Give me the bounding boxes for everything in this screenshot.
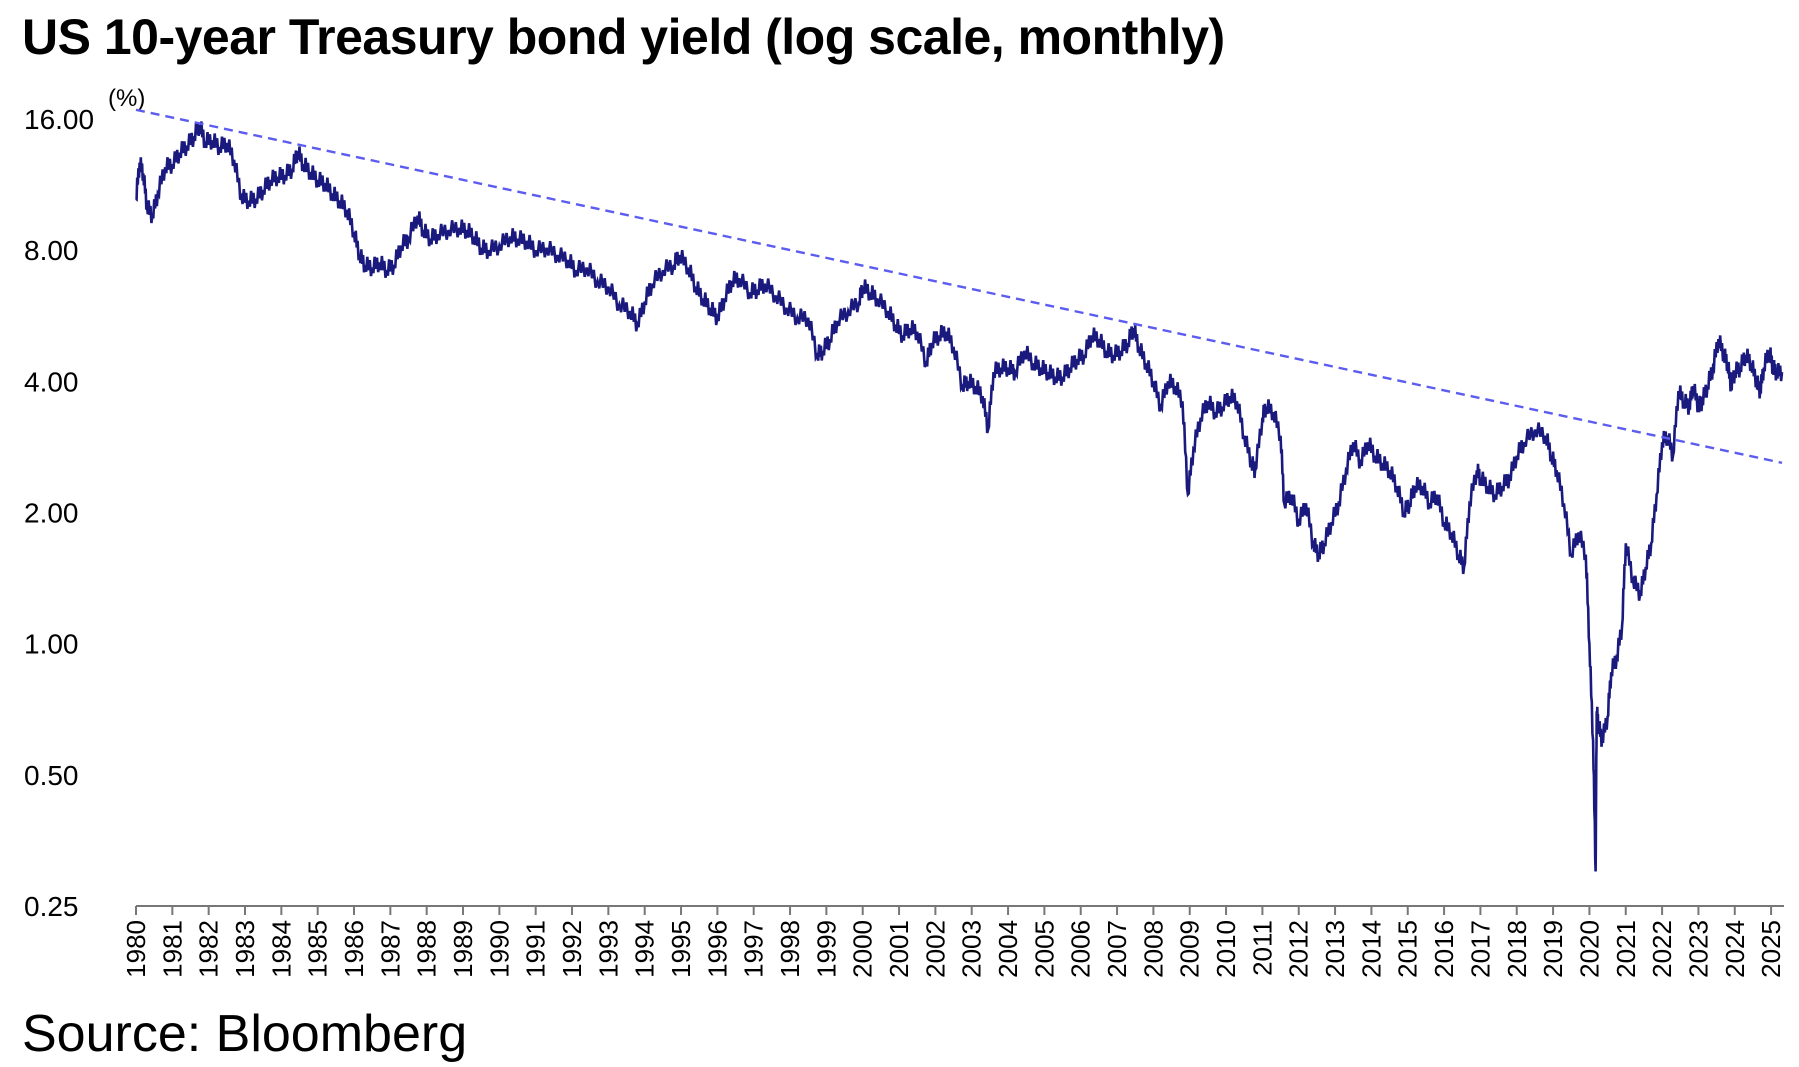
x-tick-label: 2009 [1175, 920, 1205, 978]
x-tick-label: 2022 [1647, 920, 1677, 978]
x-tick-label: 1989 [448, 920, 478, 978]
y-tick-label: 8.00 [24, 235, 79, 266]
x-tick-label: 2017 [1465, 920, 1495, 978]
y-axis-labels: 16.00 8.00 4.00 2.00 1.00 0.50 0.25 [24, 104, 94, 922]
x-tick-label: 2010 [1211, 920, 1241, 978]
x-tick-label: 1995 [666, 920, 696, 978]
x-tick-label: 1993 [593, 920, 623, 978]
x-tick-label: 1999 [811, 920, 841, 978]
x-tick-label: 1983 [230, 920, 260, 978]
trendline [135, 108, 1783, 465]
x-tick-label: 1998 [775, 920, 805, 978]
x-tick-label: 1991 [521, 920, 551, 978]
y-tick-label: 4.00 [24, 366, 79, 397]
x-tick-label: 2000 [848, 920, 878, 978]
source-note: Source: Bloomberg [22, 1005, 468, 1063]
x-tick-label: 2002 [920, 920, 950, 978]
x-axis: 1980 1981 1982 1983 1984 1985 1986 1987 1988 1989… [121, 905, 1786, 978]
x-tick-label: 2025 [1756, 920, 1786, 978]
x-tick-label: 2024 [1720, 920, 1750, 978]
x-tick-label: 1996 [702, 920, 732, 978]
y-tick-label: 0.25 [24, 891, 79, 922]
x-tick-label: 2013 [1320, 920, 1350, 978]
x-tick-label: 2004 [993, 920, 1023, 978]
x-tick-label: 2021 [1611, 920, 1641, 978]
x-tick-label: 1985 [303, 920, 333, 978]
x-tick-label: 2018 [1502, 920, 1532, 978]
x-tick-label: 1992 [557, 920, 587, 978]
x-tick-label: 1981 [157, 920, 187, 978]
yield-series-line [135, 121, 1784, 872]
x-tick-label: 2016 [1429, 920, 1459, 978]
x-tick-label: 2005 [1029, 920, 1059, 978]
x-tick-label: 2007 [1102, 920, 1132, 978]
x-tick-label: 1982 [194, 920, 224, 978]
y-tick-label: 16.00 [24, 104, 94, 135]
x-tick-label: 1984 [266, 920, 296, 978]
y-tick-label: 2.00 [24, 498, 79, 529]
x-tick-label: 2014 [1356, 920, 1386, 978]
x-tick-label: 2003 [957, 920, 987, 978]
x-tick-label: 2011 [1247, 920, 1277, 976]
x-tick-label: 2023 [1683, 920, 1713, 978]
x-tick-label: 2019 [1538, 920, 1568, 978]
x-tick-label: 2015 [1393, 920, 1423, 978]
x-tick-label: 1987 [375, 920, 405, 978]
x-tick-label: 1980 [121, 920, 151, 978]
x-tick-label: 1997 [739, 920, 769, 978]
x-tick-label: 2012 [1284, 920, 1314, 978]
x-tick-label: 1994 [630, 920, 660, 978]
chart-title: US 10-year Treasury bond yield (log scal… [22, 9, 1225, 65]
x-tick-label: 2020 [1574, 920, 1604, 978]
x-tick-label: 2001 [884, 920, 914, 978]
trendline-layer [135, 108, 1783, 465]
y-axis-unit-label: (%) [108, 85, 145, 112]
x-tick-label: 1990 [484, 920, 514, 978]
x-tick-label: 1986 [339, 920, 369, 978]
y-tick-label: 0.50 [24, 760, 79, 791]
series-layer [135, 121, 1784, 872]
x-tick-label: 1988 [412, 920, 442, 978]
y-tick-label: 1.00 [24, 629, 79, 660]
x-tick-label: 2008 [1138, 920, 1168, 978]
x-tick-label: 2006 [1066, 920, 1096, 978]
